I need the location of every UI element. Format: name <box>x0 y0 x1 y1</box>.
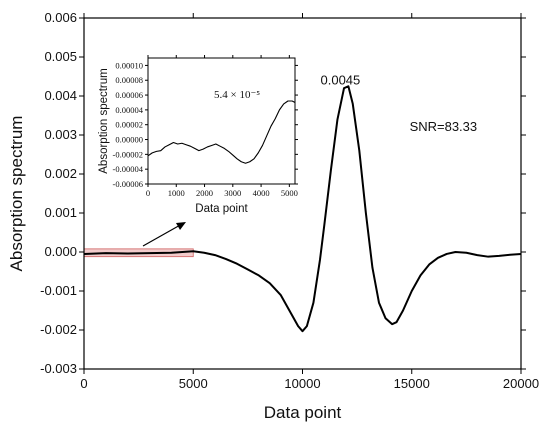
main-y-tick-label: 0.005 <box>44 49 77 64</box>
inset-x-tick-label: 3000 <box>224 188 241 198</box>
inset-y-axis-title: Absorption spectrum <box>98 68 110 173</box>
main-y-tick-label: -0.001 <box>40 283 77 298</box>
inset-y-tick-label: 0.00006 <box>115 90 143 100</box>
main-y-tick-label: 0.006 <box>44 10 77 25</box>
main-y-tick-label: 0.002 <box>44 166 77 181</box>
main-y-tick-label: -0.002 <box>40 322 77 337</box>
inset-plot-background <box>148 58 295 184</box>
inset-x-tick-label: 4000 <box>253 188 270 198</box>
main-x-tick-label: 20000 <box>503 376 539 391</box>
inset-series-line-0 <box>147 100 296 164</box>
inset-x-tick-label: 0 <box>146 188 150 198</box>
snr-annotation: SNR=83.33 <box>410 119 478 134</box>
main-y-axis-title: Absorption spectrum <box>7 116 26 272</box>
inset-y-tick-label: 0.00004 <box>115 105 143 115</box>
inset-x-tick-label: 5000 <box>281 188 298 198</box>
inset-y-tick-label: 0.00010 <box>115 60 143 70</box>
inset-y-tick-label: 0.00000 <box>115 135 143 145</box>
main-chart: 0 5000 10000 15000 20000-0.003-0.002-0.0010.… <box>7 10 539 422</box>
inset-x-tick-label: 2000 <box>196 188 213 198</box>
inset-y-tick-label: -0.00002 <box>113 149 143 159</box>
inset-x-tick-label: 1000 <box>168 188 185 198</box>
main-y-tick-label: -0.003 <box>40 361 77 376</box>
inset-peak-annotation: 5.4 × 10⁻⁵ <box>214 89 260 101</box>
callout-arrow <box>142 222 186 247</box>
inset-y-tick-label: -0.00004 <box>113 164 144 174</box>
main-series-line-0 <box>83 85 522 333</box>
callout-arrow-head <box>176 222 186 230</box>
main-x-tick-label: 15000 <box>394 376 430 391</box>
main-x-tick-label: 5000 <box>179 376 208 391</box>
inset-y-tick-label: 0.00008 <box>115 75 143 85</box>
main-y-tick-label: 0.004 <box>44 88 77 103</box>
inset-x-axis-title: Data point <box>195 203 248 215</box>
peak-value-annotation: 0.0045 <box>321 72 361 87</box>
inset-chart: 0 1000 2000 3000 4000 5000 -0.00006 -0.00004 -0.… <box>96 52 300 217</box>
inset-plot-frame <box>147 57 296 185</box>
inset-y-tick-label: 0.00002 <box>115 120 143 130</box>
main-x-tick-label: 0 <box>80 376 87 391</box>
main-x-axis-title: Data point <box>264 403 342 422</box>
inset-y-tick-label: -0.00006 <box>113 179 143 189</box>
main-y-tick-label: 0.001 <box>44 205 77 220</box>
main-x-tick-label: 10000 <box>284 376 320 391</box>
main-y-tick-label: 0.000 <box>44 244 77 259</box>
callout-arrow-shaft <box>142 223 183 247</box>
main-y-tick-label: 0.003 <box>44 127 77 142</box>
